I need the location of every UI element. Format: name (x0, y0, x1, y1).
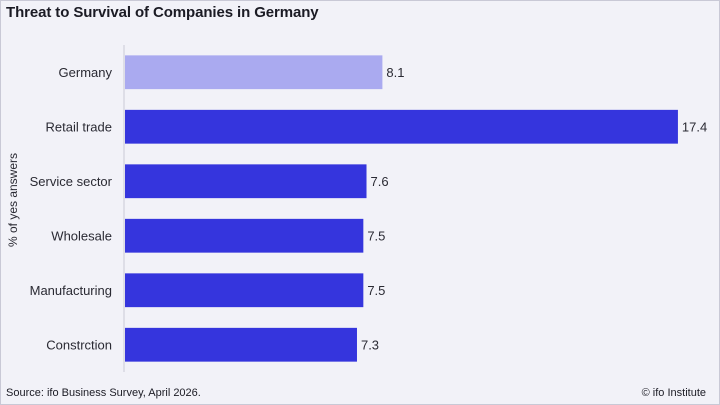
chart-title: Threat to Survival of Companies in Germa… (6, 4, 319, 21)
bar-manufacturing (125, 273, 364, 308)
bar-service-sector (125, 164, 367, 199)
value-label: 17.4 (682, 119, 707, 134)
value-label: 7.5 (367, 283, 385, 298)
category-label: Germany (59, 65, 113, 80)
bar-constrction (125, 327, 357, 362)
value-label: 8.1 (386, 65, 404, 80)
value-label: 7.3 (361, 337, 379, 352)
source-note: Source: ifo Business Survey, April 2026. (6, 387, 201, 399)
value-label: 7.5 (367, 228, 385, 243)
copyright-credit: © ifo Institute (641, 387, 706, 399)
category-label: Manufacturing (30, 283, 112, 298)
bar-germany (125, 55, 383, 90)
bars-group: Germany 8.1 Retail trade 17.4 Service sector… (30, 55, 707, 362)
category-label: Constrction (46, 337, 112, 352)
category-label: Service sector (30, 174, 113, 189)
category-label: Retail trade (46, 119, 112, 134)
category-label: Wholesale (51, 228, 112, 243)
value-label: 7.6 (371, 174, 389, 189)
bar-wholesale (125, 218, 364, 253)
bar-retail-trade (125, 109, 678, 144)
